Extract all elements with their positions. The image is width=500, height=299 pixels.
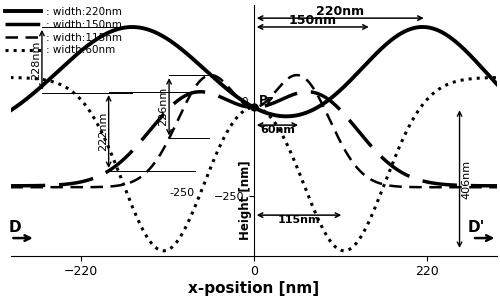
Text: 0: 0 (242, 97, 248, 107)
Text: 226nm: 226nm (158, 87, 168, 126)
Text: 150nm: 150nm (288, 14, 337, 27)
Text: 406nm: 406nm (462, 160, 471, 199)
Text: D: D (9, 220, 22, 235)
Legend: : width:220nm, : width:150nm, : width:115nm, : width:60nm: : width:220nm, : width:150nm, : width:11… (1, 3, 126, 60)
Text: 220nm: 220nm (316, 5, 364, 18)
Text: 60nm: 60nm (260, 125, 295, 135)
Text: 115nm: 115nm (278, 215, 320, 225)
X-axis label: x-position [nm]: x-position [nm] (188, 281, 320, 296)
Text: D': D' (468, 220, 485, 235)
Text: 222nm: 222nm (98, 112, 108, 151)
Y-axis label: Height [nm]: Height [nm] (240, 161, 252, 240)
Text: 228nm: 228nm (32, 40, 42, 80)
Text: -250: -250 (170, 188, 195, 199)
Text: Pz: Pz (260, 94, 275, 107)
